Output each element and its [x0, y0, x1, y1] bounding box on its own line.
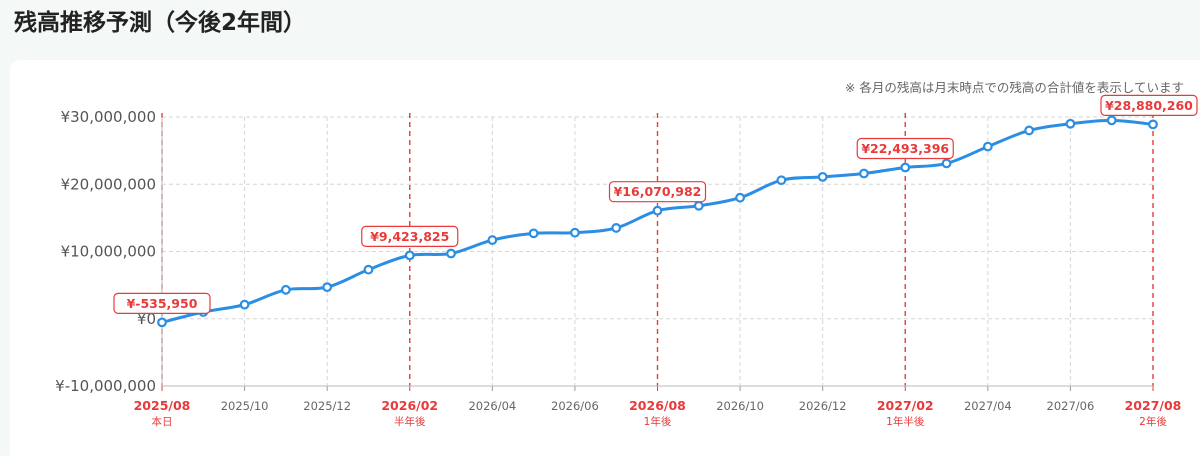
callout-label: ¥9,423,825	[370, 229, 449, 244]
callout-label: ¥-535,950	[127, 296, 198, 311]
data-point	[776, 175, 787, 186]
data-point	[322, 282, 333, 293]
data-point	[1065, 118, 1076, 129]
data-point	[859, 168, 869, 179]
data-point	[611, 223, 622, 233]
value-callout: ¥22,493,396	[856, 137, 954, 160]
y-tick-label: ¥0	[137, 310, 156, 328]
y-tick-label: ¥-10,000,000	[55, 377, 156, 395]
value-callout: ¥28,880,260	[1100, 94, 1198, 116]
milestone-date-label: 2027/02	[877, 398, 934, 413]
data-point	[941, 158, 952, 169]
y-tick-label: ¥30,000,000	[61, 108, 156, 126]
x-tick-label: 2026/10	[716, 399, 764, 413]
chart-card: ※ 各月の残高は月末時点での残高の合計値を表示しています ¥-10,000,00…	[10, 60, 1200, 456]
milestone-sub-label: 半年後	[394, 415, 426, 428]
milestone-sub-label: 2年後	[1139, 415, 1167, 428]
data-point	[693, 200, 704, 211]
x-tick-label: 2026/04	[468, 399, 516, 413]
milestone-date-label: 2025/08	[134, 398, 191, 413]
data-point	[1148, 119, 1158, 130]
callout-label: ¥28,880,260	[1105, 98, 1193, 113]
data-point	[528, 228, 539, 239]
data-point	[735, 192, 745, 203]
callout-box	[856, 137, 954, 160]
x-tick-label: 2026/12	[799, 399, 847, 413]
value-callout: ¥-535,950	[113, 292, 211, 314]
data-point	[817, 171, 828, 182]
x-tick-label: 2027/06	[1047, 399, 1095, 413]
y-tick-label: ¥20,000,000	[61, 175, 156, 193]
value-callout: ¥16,070,982	[608, 181, 707, 203]
x-tick-label: 2025/12	[303, 399, 351, 413]
data-point	[363, 264, 374, 275]
value-callout: ¥9,423,825	[361, 225, 459, 247]
callout-box	[608, 181, 707, 203]
page-title: 残高推移予測（今後2年間）	[14, 10, 307, 36]
data-point	[570, 227, 580, 238]
callout-box	[361, 225, 459, 247]
x-tick-label: 2026/06	[551, 399, 599, 413]
data-point	[157, 317, 167, 328]
data-point	[404, 250, 415, 261]
milestone-sub-label: 1年半後	[886, 415, 925, 428]
milestone-date-label: 2026/08	[629, 398, 686, 413]
data-point	[446, 248, 456, 259]
callout-box	[113, 292, 211, 314]
data-point	[280, 284, 291, 295]
y-tick-label: ¥10,000,000	[61, 243, 156, 261]
callout-box	[1100, 94, 1198, 116]
milestone-date-label: 2026/02	[381, 398, 438, 413]
data-point	[239, 299, 250, 310]
callout-label: ¥22,493,396	[861, 141, 949, 156]
data-point	[900, 162, 911, 173]
milestone-sub-label: 1年後	[644, 415, 672, 428]
data-point	[487, 235, 498, 245]
x-tick-label: 2025/10	[221, 399, 269, 413]
balance-chart: ¥-10,000,000 ¥0 ¥10,000,000 ¥20,000,000 ¥30,…	[55, 94, 1198, 428]
callout-label: ¥16,070,982	[614, 184, 702, 199]
data-point	[1106, 115, 1117, 126]
milestone-sub-label: 本日	[152, 415, 173, 428]
chart-note: ※ 各月の残高は月末時点での残高の合計値を表示しています	[844, 80, 1184, 95]
data-point	[652, 205, 663, 216]
data-point	[1024, 125, 1035, 136]
data-point	[982, 141, 993, 152]
milestone-date-label: 2027/08	[1125, 398, 1182, 413]
x-tick-label: 2027/04	[964, 399, 1012, 413]
